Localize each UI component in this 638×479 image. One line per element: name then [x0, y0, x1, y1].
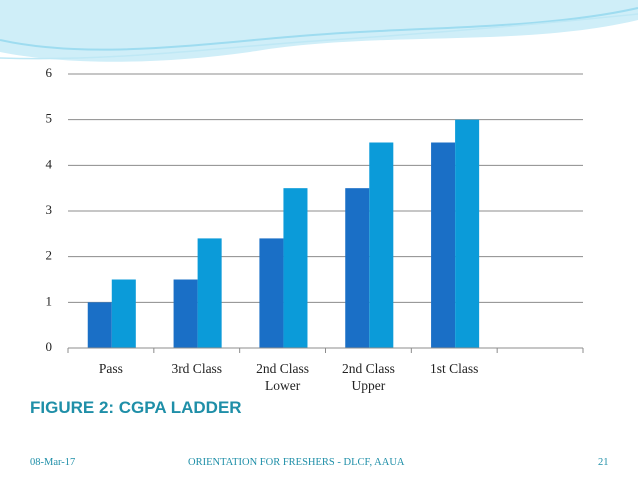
footer-date: 08-Mar-17: [30, 457, 76, 468]
header-wave-line: [0, 13, 638, 60]
bar: [197, 238, 222, 348]
header-wave: [0, 0, 638, 62]
footer-page: 21: [598, 457, 609, 468]
figure-title: FIGURE 2: CGPA LADDER: [30, 398, 242, 417]
x-tick-label: Pass: [98, 361, 123, 376]
y-tick-label: 4: [46, 156, 53, 171]
bar: [111, 279, 136, 348]
y-tick-label: 6: [46, 65, 53, 80]
bar: [455, 119, 480, 349]
bar: [259, 238, 284, 348]
x-tick-label: 2nd Class Lower: [256, 361, 310, 393]
bar: [369, 142, 394, 348]
x-tick-label: 1st Class: [430, 361, 479, 376]
bar: [173, 279, 198, 348]
y-tick-label: 3: [46, 202, 53, 217]
y-tick-label: 2: [46, 248, 53, 263]
x-tick-label: 2nd Class Upper: [341, 361, 395, 393]
bar: [283, 188, 308, 348]
header-wave-line: [0, 7, 638, 51]
x-tick-label: 3rd Class: [171, 361, 223, 376]
y-tick-label: 5: [46, 111, 53, 126]
y-tick-label: 0: [46, 339, 53, 354]
footer-text: ORIENTATION FOR FRESHERS - DLCF, AAUA: [188, 457, 405, 468]
bar: [87, 302, 112, 348]
bar: [345, 188, 370, 348]
bar: [431, 142, 456, 348]
y-tick-label: 1: [46, 293, 53, 308]
